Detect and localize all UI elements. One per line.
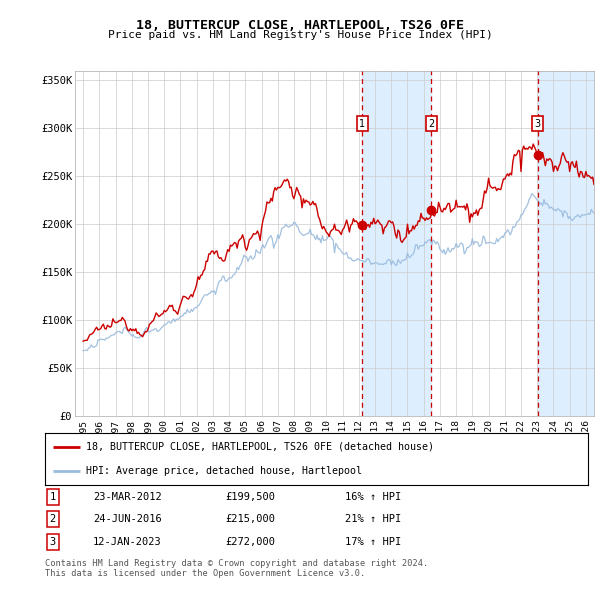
Text: £272,000: £272,000 <box>225 537 275 546</box>
Bar <box>538 71 594 416</box>
Text: 18, BUTTERCUP CLOSE, HARTLEPOOL, TS26 0FE: 18, BUTTERCUP CLOSE, HARTLEPOOL, TS26 0F… <box>136 19 464 32</box>
Text: £215,000: £215,000 <box>225 514 275 524</box>
Text: HPI: Average price, detached house, Hartlepool: HPI: Average price, detached house, Hart… <box>86 467 362 477</box>
Text: 23-MAR-2012: 23-MAR-2012 <box>93 492 162 502</box>
Bar <box>362 71 431 416</box>
Text: 24-JUN-2016: 24-JUN-2016 <box>93 514 162 524</box>
Text: 17% ↑ HPI: 17% ↑ HPI <box>345 537 401 546</box>
Text: 3: 3 <box>535 119 541 129</box>
Text: 2: 2 <box>428 119 434 129</box>
Text: Contains HM Land Registry data © Crown copyright and database right 2024.
This d: Contains HM Land Registry data © Crown c… <box>45 559 428 578</box>
Text: 18, BUTTERCUP CLOSE, HARTLEPOOL, TS26 0FE (detached house): 18, BUTTERCUP CLOSE, HARTLEPOOL, TS26 0F… <box>86 441 434 451</box>
Text: 3: 3 <box>50 537 56 546</box>
Text: 16% ↑ HPI: 16% ↑ HPI <box>345 492 401 502</box>
Text: 2: 2 <box>50 514 56 524</box>
Text: 1: 1 <box>50 492 56 502</box>
Bar <box>538 71 594 416</box>
Text: 12-JAN-2023: 12-JAN-2023 <box>93 537 162 546</box>
Text: 21% ↑ HPI: 21% ↑ HPI <box>345 514 401 524</box>
Text: 1: 1 <box>359 119 365 129</box>
Text: Price paid vs. HM Land Registry's House Price Index (HPI): Price paid vs. HM Land Registry's House … <box>107 30 493 40</box>
Text: £199,500: £199,500 <box>225 492 275 502</box>
